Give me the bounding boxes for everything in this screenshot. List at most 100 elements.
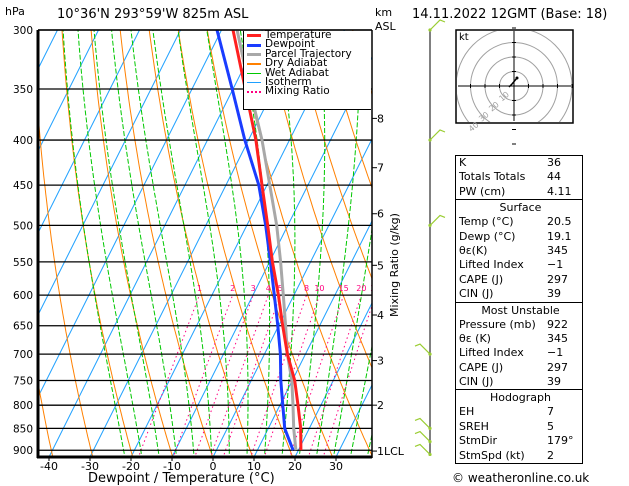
legend-label: Dry Adiabat [265, 57, 328, 70]
legend: Temperature Dewpoint Parcel Trajectory Dry … [243, 30, 371, 110]
mixing-ratio-line [210, 294, 269, 457]
isotherm-line [38, 30, 182, 317]
index-value: 44 [547, 170, 561, 184]
mixing-ratio-label: 2 [230, 284, 235, 293]
mixing-ratio-label: 15 [339, 284, 349, 293]
index-value: 922 [547, 317, 568, 331]
legend-item: Mixing Ratio [244, 86, 371, 97]
index-row: StmDir 179° [459, 434, 582, 448]
km-tick-label: 1LCL [377, 445, 405, 458]
indices-table: K 36 Totals Totals 44 PW (cm) 4.11 Surface Tem… [455, 155, 583, 465]
index-row: K 36 [459, 156, 582, 170]
surface-header: Surface [499, 201, 542, 215]
index-row: CIN (J) 39 [459, 375, 582, 389]
pressure-tick-label: 550 [13, 257, 33, 269]
x-tick-label: -20 [122, 460, 140, 473]
km-tick-label: 7 [377, 162, 384, 175]
mixing-ratio-line [289, 294, 345, 457]
x-tick-label: 30 [329, 460, 343, 473]
index-label: θε(K) [459, 243, 488, 257]
index-value: 5 [547, 419, 554, 433]
datetime-title: 14.11.2022 12GMT (Base: 18) [412, 7, 608, 22]
pressure-tick-label: 700 [13, 349, 33, 361]
wind-barb [414, 430, 431, 443]
isotherm-line [38, 30, 100, 153]
index-label: Lifted Index [459, 258, 524, 272]
legend-swatch [247, 43, 261, 47]
index-row: θε(K) 345 [459, 244, 582, 258]
index-value: 345 [547, 331, 568, 345]
x-tick-label: -10 [163, 460, 181, 473]
index-value: 39 [547, 375, 561, 389]
most-unstable-header: Most Unstable [481, 303, 560, 317]
index-row: Lifted Index −1 [459, 258, 582, 272]
wind-barb [429, 19, 446, 31]
index-row: Totals Totals 44 [459, 170, 582, 184]
wet-adiabat-line [366, 431, 372, 457]
wind-barb [429, 129, 446, 141]
index-label: Temp (°C) [459, 215, 514, 229]
x-tick-label: 10 [247, 460, 261, 473]
copyright[interactable]: © weatheronline.co.uk [452, 471, 590, 485]
dry-adiabat-line [323, 30, 372, 190]
pressure-tick-label: 900 [13, 445, 33, 457]
pressure-tick-label: 650 [13, 321, 33, 333]
dry-adiabat-line [293, 30, 372, 280]
index-label: Dewp (°C) [459, 229, 516, 243]
legend-item: Dewpoint [244, 39, 371, 50]
wet-adiabat-line [130, 30, 195, 457]
dry-adiabat-line [38, 106, 94, 457]
index-value: 19.1 [547, 229, 572, 243]
index-label: CIN (J) [459, 287, 494, 301]
index-row: StmSpd (kt) 2 [459, 449, 582, 463]
index-label: Pressure (mb) [459, 317, 536, 331]
legend-item: Dry Adiabat [244, 57, 371, 70]
dry-adiabat-line [608, 17, 629, 459]
index-row: EH 7 [459, 405, 582, 419]
hpa-label: hPa [5, 5, 25, 18]
pressure-tick-label: 750 [13, 375, 33, 387]
index-label: PW (cm) [459, 184, 506, 198]
index-value: 7 [547, 405, 554, 419]
parcel-trajectory-curve [235, 30, 298, 451]
hodograph-trace [508, 77, 518, 88]
dewpoint-curve [215, 30, 295, 451]
index-value: 179° [547, 434, 574, 448]
legend-swatch [247, 34, 261, 38]
dry-adiabat-line [148, 30, 254, 457]
mixing-ratio-label: 8 [304, 284, 309, 293]
pressure-tick-label: 400 [13, 135, 33, 147]
mixing-ratio-axis-label: Mixing Ratio (g/kg) [388, 213, 401, 317]
wet-adiabat-line [298, 30, 326, 457]
legend-swatch [247, 72, 261, 74]
mixing-ratio-line [322, 303, 372, 457]
mixing-ratio-line [307, 294, 362, 457]
wind-barb [414, 443, 431, 455]
pressure-tick-label: 600 [13, 290, 33, 302]
isotherm-line [294, 301, 372, 457]
km-tick-label: 3 [377, 355, 384, 368]
mixing-ratio-label: 4 [266, 284, 271, 293]
index-label: θε (K) [459, 331, 491, 345]
legend-swatch [247, 52, 261, 56]
wet-adiabat-line [277, 30, 296, 457]
legend-label: Parcel Trajectory [265, 47, 352, 60]
index-row: Pressure (mb) 922 [459, 318, 582, 332]
wet-adiabat-line [93, 30, 160, 457]
legend-swatch [247, 91, 261, 94]
wind-barb [414, 343, 431, 355]
index-label: CAPE (J) [459, 272, 504, 286]
legend-item: Wet Adiabat [244, 66, 371, 79]
mixing-ratio-label: 3 [251, 284, 256, 293]
wind-barb-dot [428, 440, 432, 444]
pressure-tick-label: 450 [13, 180, 33, 192]
wind-barb-dot [428, 223, 432, 227]
pressure-tick-label: 300 [13, 25, 33, 37]
isotherm-line [253, 219, 372, 457]
x-tick-label: -40 [40, 460, 58, 473]
legend-label: Wet Adiabat [265, 66, 329, 79]
wet-adiabat-line [177, 30, 230, 457]
index-value: −1 [547, 346, 564, 360]
wet-adiabat-line [111, 30, 178, 457]
index-row: CIN (J) 39 [459, 287, 582, 301]
